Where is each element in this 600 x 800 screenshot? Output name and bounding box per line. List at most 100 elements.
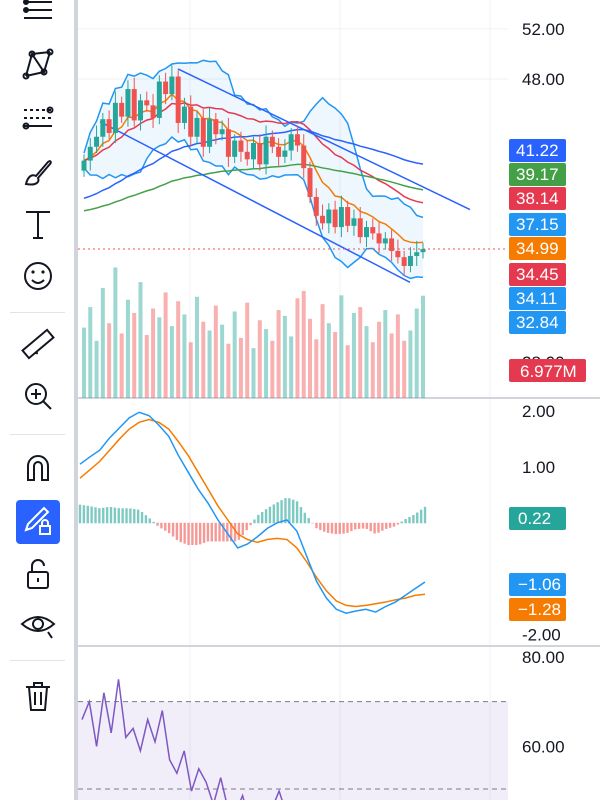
- candle: [263, 136, 269, 165]
- candle: [345, 207, 351, 226]
- ruler-icon: [18, 324, 58, 369]
- macd-histogram-bar: [233, 522, 237, 542]
- macd-histogram-bar: [222, 522, 225, 542]
- fib-tool[interactable]: [14, 98, 62, 142]
- volume-bar: [383, 310, 388, 398]
- macd-panel[interactable]: [78, 411, 427, 614]
- macd-histogram-bar: [404, 518, 407, 524]
- candle: [382, 238, 388, 244]
- macd-histogram-bar: [171, 522, 175, 537]
- macd-histogram-bar: [365, 522, 369, 529]
- candle: [94, 136, 100, 147]
- volume-bar: [251, 348, 256, 398]
- volume-bar: [144, 334, 149, 398]
- macd-histogram-bar: [90, 506, 93, 524]
- macd-histogram-bar: [241, 522, 245, 536]
- macd-histogram-bar: [183, 522, 186, 544]
- price-panel[interactable]: [78, 59, 508, 398]
- macd-value-label-bg: [509, 573, 566, 596]
- macd-histogram-bar: [295, 501, 299, 524]
- macd-histogram-bar: [98, 508, 101, 524]
- volume-bar: [94, 340, 99, 398]
- zoom-in-tool[interactable]: [14, 376, 62, 420]
- bollinger-lower-label-bg: [509, 311, 566, 334]
- volume-bar: [138, 282, 143, 398]
- macd-histogram-bar: [272, 504, 276, 524]
- volume-bar: [389, 333, 394, 398]
- ma-green-label-bg: [509, 163, 566, 186]
- price-axis[interactable]: 52.00 48.00 41.22 39.17 38.14 37.15 34.99 34.45…: [509, 20, 586, 757]
- trend-lines-tool[interactable]: [14, 0, 62, 36]
- volume-bar: [402, 340, 407, 398]
- macd-histogram-bar: [392, 522, 396, 527]
- candle: [87, 146, 93, 161]
- volume-bar: [314, 339, 319, 398]
- macd-histogram-bar: [342, 522, 345, 534]
- macd-histogram-bar: [400, 521, 403, 524]
- candle: [332, 209, 338, 228]
- macd-histogram-bar: [381, 522, 384, 531]
- emoji-tool[interactable]: [14, 256, 62, 300]
- macd-histogram-bar: [373, 522, 376, 534]
- candle: [112, 102, 118, 133]
- brush-tool[interactable]: [14, 152, 62, 196]
- volume-bar: [358, 307, 363, 398]
- rsi-panel[interactable]: [78, 679, 508, 800]
- candle: [194, 117, 200, 137]
- candle: [395, 250, 401, 258]
- trash-icon: [18, 676, 58, 721]
- magnet-icon: [18, 448, 58, 493]
- candle: [276, 146, 282, 157]
- candle: [313, 196, 319, 216]
- volume-bar: [169, 326, 174, 398]
- macd-value-label: −1.06: [518, 575, 561, 594]
- macd-histogram-bar: [187, 522, 190, 546]
- magnet-tool[interactable]: [14, 448, 62, 492]
- text-tool[interactable]: [14, 204, 62, 248]
- volume-bar: [345, 345, 350, 398]
- macd-histogram-bar: [237, 522, 241, 540]
- zoom-in-icon: [18, 376, 58, 421]
- macd-histogram-bar: [156, 522, 159, 526]
- macd-histogram-bar: [249, 522, 252, 526]
- macd-histogram-bar: [357, 522, 361, 529]
- macd-histogram-bar: [121, 508, 124, 524]
- macd-histogram-bar: [148, 518, 151, 524]
- candle: [181, 106, 187, 123]
- candle: [144, 100, 150, 106]
- ma-blue: [83, 128, 424, 199]
- ma-green-label: 39.17: [516, 165, 559, 184]
- patterns-tool[interactable]: [14, 44, 62, 88]
- volume-bar: [213, 305, 218, 398]
- macd-histogram-bar: [152, 521, 155, 524]
- macd-histogram-bar: [396, 522, 400, 525]
- candle: [125, 89, 131, 117]
- macd-histogram-bar: [264, 509, 268, 524]
- visibility-tool[interactable]: [14, 604, 62, 648]
- macd-histogram-bar: [218, 522, 221, 542]
- toolbar-divider[interactable]: [74, 0, 78, 800]
- ruler-tool[interactable]: [14, 324, 62, 368]
- bollinger-upper-label-bg: [509, 213, 566, 236]
- macd-histogram-bar: [330, 522, 334, 534]
- candle: [213, 119, 219, 135]
- remove-drawings-tool[interactable]: [14, 676, 62, 720]
- volume-bar: [82, 327, 86, 398]
- candle: [364, 227, 369, 238]
- volume-bar: [326, 323, 331, 398]
- candle: [207, 119, 213, 147]
- candle: [225, 129, 231, 157]
- macd-histogram-bar: [113, 507, 117, 524]
- pattern-icon: [18, 44, 58, 89]
- lock-drawing-tool[interactable]: [16, 500, 60, 544]
- macd-line: [79, 411, 426, 614]
- macd-histogram-bar: [315, 522, 318, 529]
- unlock-tool[interactable]: [14, 554, 62, 598]
- rsi-line: [81, 679, 283, 800]
- macd-histogram-bar: [377, 522, 380, 533]
- candle: [294, 134, 300, 146]
- macd-histogram-bar: [229, 522, 233, 542]
- volume-bar: [195, 296, 199, 398]
- candle: [150, 105, 156, 118]
